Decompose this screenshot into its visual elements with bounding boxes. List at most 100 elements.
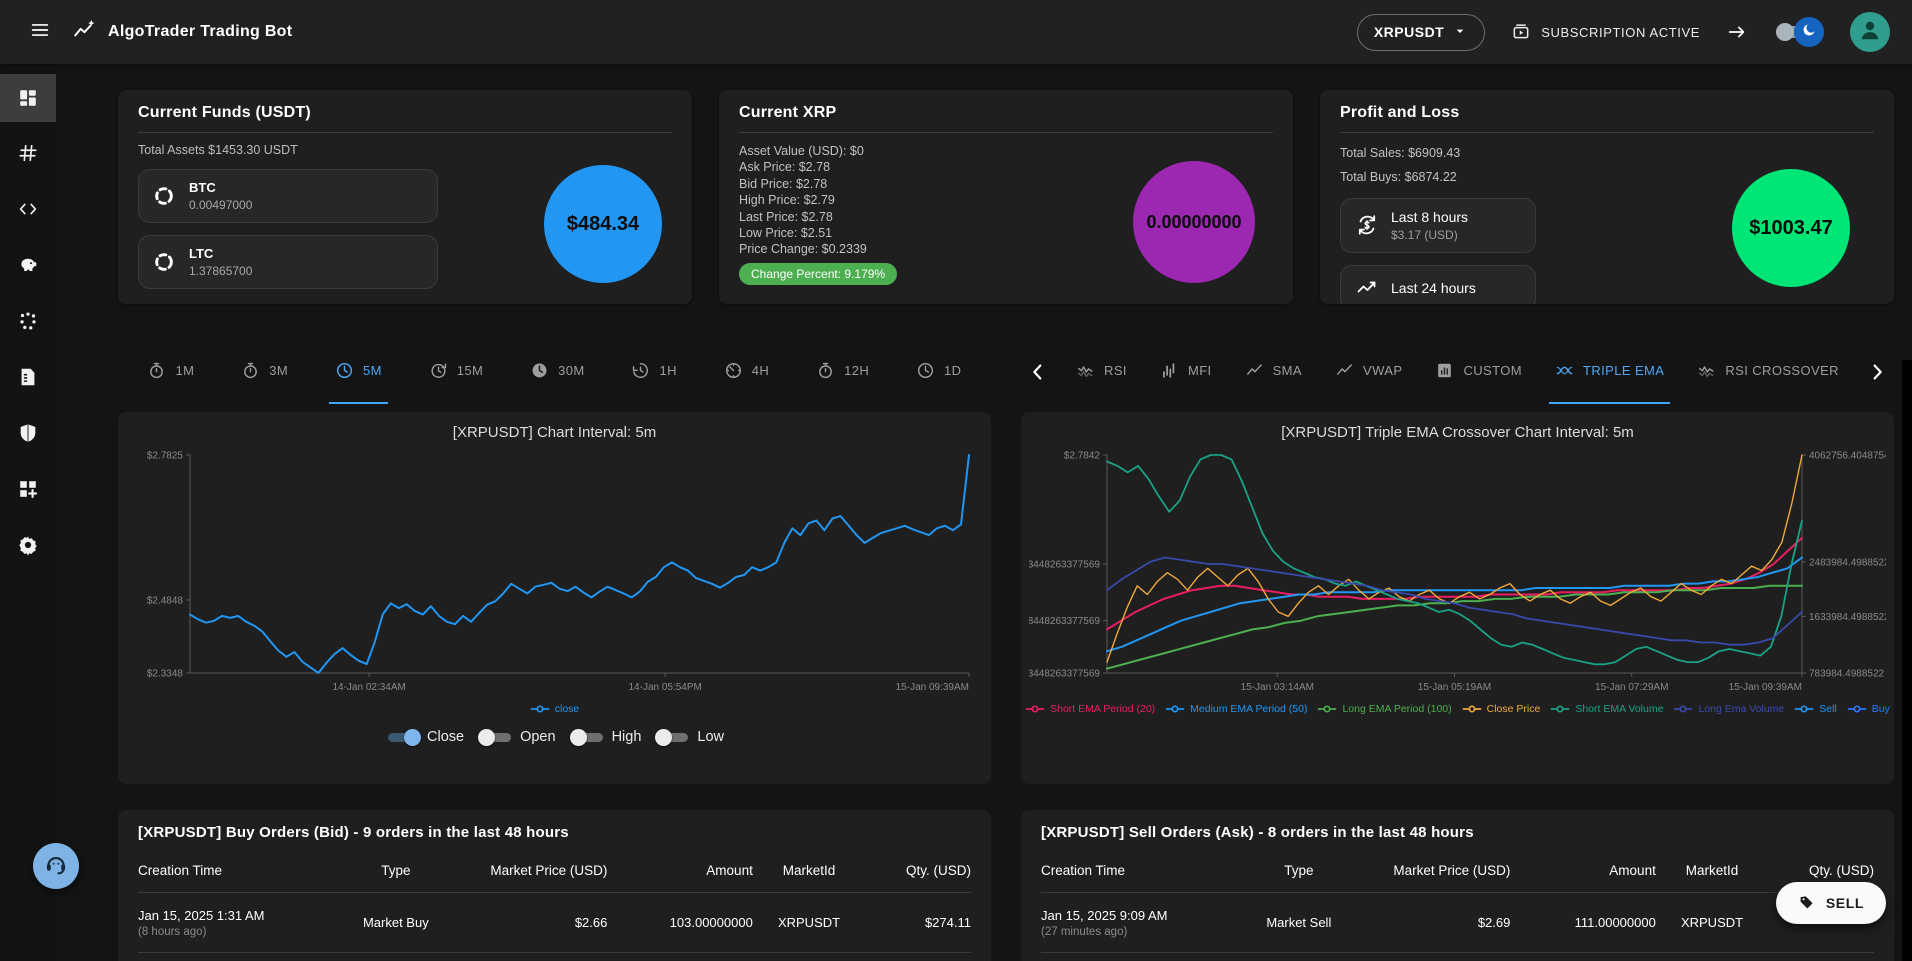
legend-item[interactable]: Long EMA Period (100) [1317, 703, 1452, 715]
series-toggle-high[interactable]: High [569, 727, 641, 747]
series-toggle-close[interactable]: Close [385, 727, 464, 747]
toggle-label: Low [697, 729, 724, 745]
chevron-right-icon [1873, 364, 1882, 380]
indicator-tab-sma[interactable]: SMA [1239, 340, 1308, 404]
shield-icon [20, 423, 36, 443]
indicator-tab-vwap[interactable]: VWAP [1329, 340, 1408, 404]
top-app-bar: AlgoTrader Trading Bot XRPUSDT SUBSCRIPT… [0, 0, 1912, 64]
legend-item[interactable]: Sell [1794, 703, 1837, 715]
menu-button[interactable] [22, 14, 58, 50]
indicator-tab-mfi[interactable]: MFI [1154, 340, 1218, 404]
interval-tab-30m[interactable]: 30M [524, 340, 591, 404]
sidebar-item-security[interactable] [0, 408, 56, 458]
svg-text:4062756.4048754: 4062756.4048754 [1809, 451, 1886, 462]
indicator-tab-rsi[interactable]: RSI [1070, 340, 1133, 404]
legend-item[interactable]: Short EMA Period (20) [1025, 703, 1155, 715]
interval-tab-3m[interactable]: 3M [235, 340, 294, 404]
interval-tab-15m[interactable]: 15M [423, 340, 490, 404]
legend-label: Short EMA Period (20) [1050, 703, 1156, 715]
support-fab-button[interactable] [33, 843, 79, 889]
sidebar-item-signals[interactable] [0, 296, 56, 346]
order-time-cell: Jan 15, 2025 9:09 AM (27 minutes ago) [1041, 907, 1168, 938]
xrp-card-title: Current XRP [739, 104, 837, 121]
moon-icon [1803, 24, 1815, 35]
table-header-row: Creation Time Type Market Price (USD) Amoun… [1041, 857, 1874, 892]
buy-order-row[interactable]: Jan 15, 2025 1:31 AM (8 hours ago) Market … [138, 892, 971, 952]
sidebar-item-savings[interactable] [0, 240, 56, 290]
indicator-tab-triple-ema[interactable]: TRIPLE EMA [1549, 340, 1671, 404]
pnl-period-item[interactable]: Last 8 hours $3.17 (USD) [1340, 197, 1536, 253]
interval-tab-1m[interactable]: 1M [141, 340, 200, 404]
scrollbar-track[interactable] [1902, 360, 1912, 961]
trend-icon [1357, 281, 1376, 293]
order-type-cell: Market Sell [1266, 915, 1332, 930]
document-icon [21, 368, 35, 386]
order-time-cell: Jan 15, 2025 1:31 AM (8 hours ago) [138, 907, 265, 938]
hash-icon [19, 144, 37, 162]
asset-item-btc[interactable]: BTC 0.00497000 [138, 169, 438, 223]
legend-item[interactable]: Short EMA Volume [1550, 703, 1663, 715]
buy-orders-card: [XRPUSDT] Buy Orders (Bid) - 9 orders in… [118, 810, 991, 961]
tab-label: 5M [362, 362, 382, 378]
xrp-balance-circle: 0.00000000 [1133, 161, 1255, 283]
asset-amount: 1.37865700 [189, 264, 253, 278]
sidebar-item-reports[interactable] [0, 352, 56, 402]
price-chart[interactable]: $2.7825 $2.4848 $2.3348 14-Jan 02:34AM 14-Ja… [126, 447, 983, 699]
current-xrp-card: Current XRP Asset Value (USD): $0 Ask Pri… [719, 90, 1293, 304]
tabs-scroll-left-button[interactable] [1027, 340, 1049, 404]
update-clock-icon [431, 362, 446, 378]
sidebar-item-dashboard[interactable] [0, 74, 56, 122]
indicator-tab-rsi-crossover[interactable]: RSI CROSSOVER [1691, 340, 1845, 404]
legend-item[interactable]: Buy [1847, 703, 1890, 715]
interval-tab-12h[interactable]: 12H [810, 340, 875, 404]
interval-tab-5m[interactable]: 5M [328, 340, 388, 404]
panel-chart-icon [1438, 363, 1452, 377]
sidebar-item-settings[interactable] [0, 520, 56, 570]
interval-tab-1d[interactable]: 1D [910, 340, 967, 404]
theme-toggle[interactable] [1776, 17, 1824, 47]
legend-item[interactable]: Long Ema Volume [1673, 703, 1784, 715]
order-amount-cell: 103.00000000 [669, 915, 753, 930]
indicator-tabs: RSI MFI SMA VWAP CUSTOM TRIPLE EMA RSI CROSSOV… [1021, 340, 1894, 404]
toggle-switch[interactable] [385, 727, 421, 747]
sell-order-row[interactable]: Jan 15, 2025 9:09 AM (27 minutes ago) Mark… [1041, 892, 1874, 952]
series-toggle-open[interactable]: Open [478, 727, 556, 747]
asset-item-ltc[interactable]: LTC 1.37865700 [138, 235, 438, 289]
interval-tab-4h[interactable]: 4H [718, 340, 775, 404]
xrp-stat: Last Price: $2.78 [739, 209, 833, 224]
series-toggle-low[interactable]: Low [655, 727, 724, 747]
sell-fab-button[interactable]: SELL [1775, 882, 1886, 924]
market-selector-value: XRPUSDT [1373, 24, 1445, 40]
stopwatch-icon [150, 362, 164, 378]
toggle-switch[interactable] [655, 727, 691, 747]
toggle-switch[interactable] [569, 727, 606, 747]
series-line [1106, 584, 1803, 670]
xrp-stat: Asset Value (USD): $0 [739, 144, 864, 158]
legend-item[interactable]: close [530, 703, 579, 715]
legend-marker-icon [1166, 705, 1185, 713]
market-selector[interactable]: XRPUSDT [1356, 13, 1486, 51]
interval-tab-1h[interactable]: 1H [625, 340, 682, 404]
loader-icon [155, 253, 173, 271]
pnl-period-item[interactable]: Last 24 hours [1340, 264, 1536, 304]
indicator-tab-custom[interactable]: CUSTOM [1429, 340, 1528, 404]
sell-order-row[interactable]: Jan 14, 2025 10:40 PM [1041, 952, 1874, 961]
buy-order-row[interactable]: Jan 15, 2025 1:31 AM [138, 952, 971, 961]
sidebar-nav [0, 64, 56, 961]
svg-text:2483984.4988522: 2483984.4988522 [1809, 557, 1886, 568]
person-icon [1861, 21, 1879, 39]
sidebar-item-markets[interactable] [0, 128, 56, 178]
svg-text:15-Jan 07:29AM: 15-Jan 07:29AM [1595, 682, 1668, 693]
sidebar-item-widgets[interactable] [0, 464, 56, 514]
legend-item[interactable]: Medium EMA Period (50) [1165, 703, 1307, 715]
triple-ema-chart[interactable]: $2.7842 3448263377569 8448263377569 3448263… [1029, 447, 1886, 699]
svg-text:3448263377569: 3448263377569 [1029, 669, 1100, 680]
arrow-right-separator [1726, 21, 1750, 43]
toggle-switch[interactable] [478, 727, 514, 747]
legend-label: Medium EMA Period (50) [1190, 703, 1308, 715]
user-avatar[interactable] [1850, 12, 1890, 52]
tabs-scroll-right-button[interactable] [1866, 340, 1888, 404]
main-content: Current Funds (USDT) Total Assets $1453.… [56, 64, 1912, 961]
sidebar-item-api-code[interactable] [0, 184, 56, 234]
legend-item[interactable]: Close Price [1462, 703, 1540, 715]
